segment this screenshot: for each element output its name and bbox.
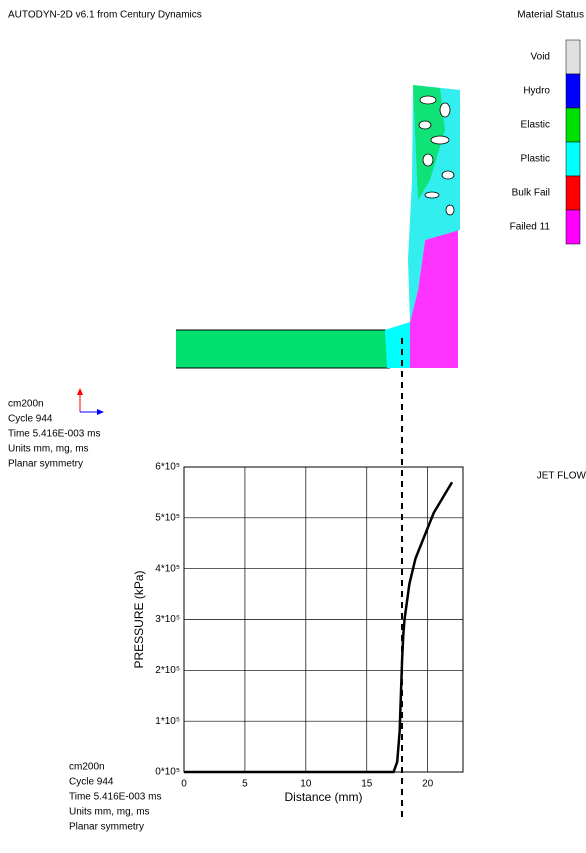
x-tick-label: 20 — [422, 779, 434, 790]
y-tick-label: 5*10⁵ — [155, 512, 180, 523]
info-line: Cycle 944 — [8, 414, 53, 425]
header-title: AUTODYN-2D v6.1 from Century Dynamics — [8, 10, 202, 21]
axes-icon — [77, 388, 104, 415]
info-line: Time 5.416E-003 ms — [8, 429, 100, 440]
legend-swatch — [566, 176, 580, 210]
legend-label: Failed 11 — [510, 222, 551, 233]
x-tick-label: 0 — [181, 779, 187, 790]
x-tick-label: 5 — [242, 779, 248, 790]
y-tick-label: 2*10⁵ — [155, 665, 180, 676]
y-tick-label: 4*10⁵ — [155, 563, 180, 574]
legend-label: Plastic — [521, 154, 550, 165]
y-tick-label: 1*10⁵ — [155, 716, 180, 727]
y-tick-label: 3*10⁵ — [155, 614, 180, 625]
x-axis-label: Distance (mm) — [284, 790, 362, 804]
legend-label: Void — [531, 52, 550, 63]
x-tick-label: 10 — [300, 779, 312, 790]
info-line: Units mm, mg, ms — [8, 444, 89, 455]
info-line: Time 5.416E-003 ms — [69, 792, 161, 803]
x-tick-label: 15 — [361, 779, 373, 790]
legend-swatch — [566, 142, 580, 176]
legend-label: Hydro — [523, 86, 550, 97]
info-line: Cycle 944 — [69, 777, 114, 788]
side-label: JET FLOW — [537, 471, 586, 482]
legend-label: Bulk Fail — [512, 188, 550, 199]
info-line: cm200n — [8, 399, 44, 410]
info-line: Planar symmetry — [8, 459, 83, 470]
legend-swatch — [566, 108, 580, 142]
legend-swatch — [566, 40, 580, 74]
y-tick-label: 6*10⁵ — [155, 462, 180, 473]
info-line: cm200n — [69, 762, 105, 773]
info-line: Units mm, mg, ms — [69, 807, 150, 818]
y-tick-label: 0*10⁵ — [155, 767, 180, 778]
legend-label: Elastic — [521, 120, 550, 131]
data-line — [184, 482, 452, 772]
y-axis-label: PRESSURE (kPa) — [132, 570, 146, 668]
legend-swatch — [566, 74, 580, 108]
simulation-view — [176, 85, 460, 368]
legend-swatch — [566, 210, 580, 244]
screen: AUTODYN-2D v6.1 from Century Dynamics Ma… — [0, 0, 586, 853]
info-line: Planar symmetry — [69, 822, 144, 833]
legend-title: Material Status — [517, 10, 584, 21]
